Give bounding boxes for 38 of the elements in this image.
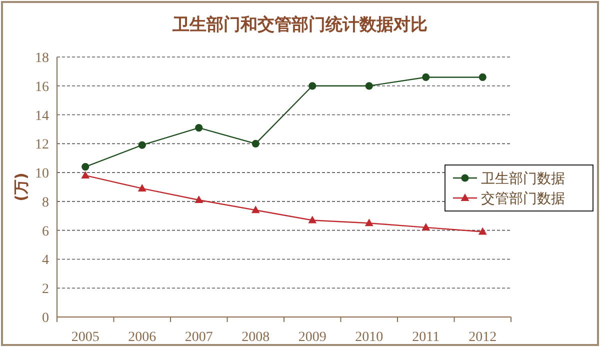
y-tick-label: 18 xyxy=(35,51,49,66)
point xyxy=(308,216,317,224)
chart-title: 卫生部门和交管部门统计数据对比 xyxy=(172,15,428,35)
x-tick-label: 2010 xyxy=(355,330,384,345)
point xyxy=(138,184,146,192)
x-tick-label: 2012 xyxy=(468,330,497,345)
point xyxy=(422,222,430,230)
point xyxy=(81,170,90,178)
y-tick-label: 2 xyxy=(42,282,49,298)
y-tick-label: 12 xyxy=(35,138,49,153)
y-tick-label: 0 xyxy=(42,311,49,326)
x-tick-label: 2006 xyxy=(128,330,156,345)
y-tick-label: 16 xyxy=(35,80,49,95)
y-tick-label: 8 xyxy=(42,195,49,210)
y-axis-title: (万) xyxy=(12,172,30,202)
y-tick-label: 6 xyxy=(42,224,49,240)
legend-label: 卫生部门数据 xyxy=(481,171,565,187)
y-tick-label: 10 xyxy=(35,166,49,182)
x-tick-label: 2011 xyxy=(412,330,440,345)
point xyxy=(365,82,373,90)
y-tick-label: 4 xyxy=(42,253,49,268)
point xyxy=(251,206,260,214)
point xyxy=(308,82,316,90)
point xyxy=(478,73,486,82)
x-tick-label: 2005 xyxy=(71,330,100,345)
x-tick-label: 2009 xyxy=(298,330,326,345)
legend-label: 交管部门数据 xyxy=(481,191,565,207)
point xyxy=(138,141,146,149)
y-tick-label: 14 xyxy=(35,108,49,124)
point xyxy=(252,140,260,148)
point xyxy=(364,218,374,226)
point xyxy=(195,124,203,132)
x-tick-label: 2008 xyxy=(242,330,270,345)
point xyxy=(194,196,204,203)
point xyxy=(422,73,430,82)
point xyxy=(478,227,487,235)
x-tick-label: 2007 xyxy=(184,330,213,345)
point xyxy=(82,162,90,171)
